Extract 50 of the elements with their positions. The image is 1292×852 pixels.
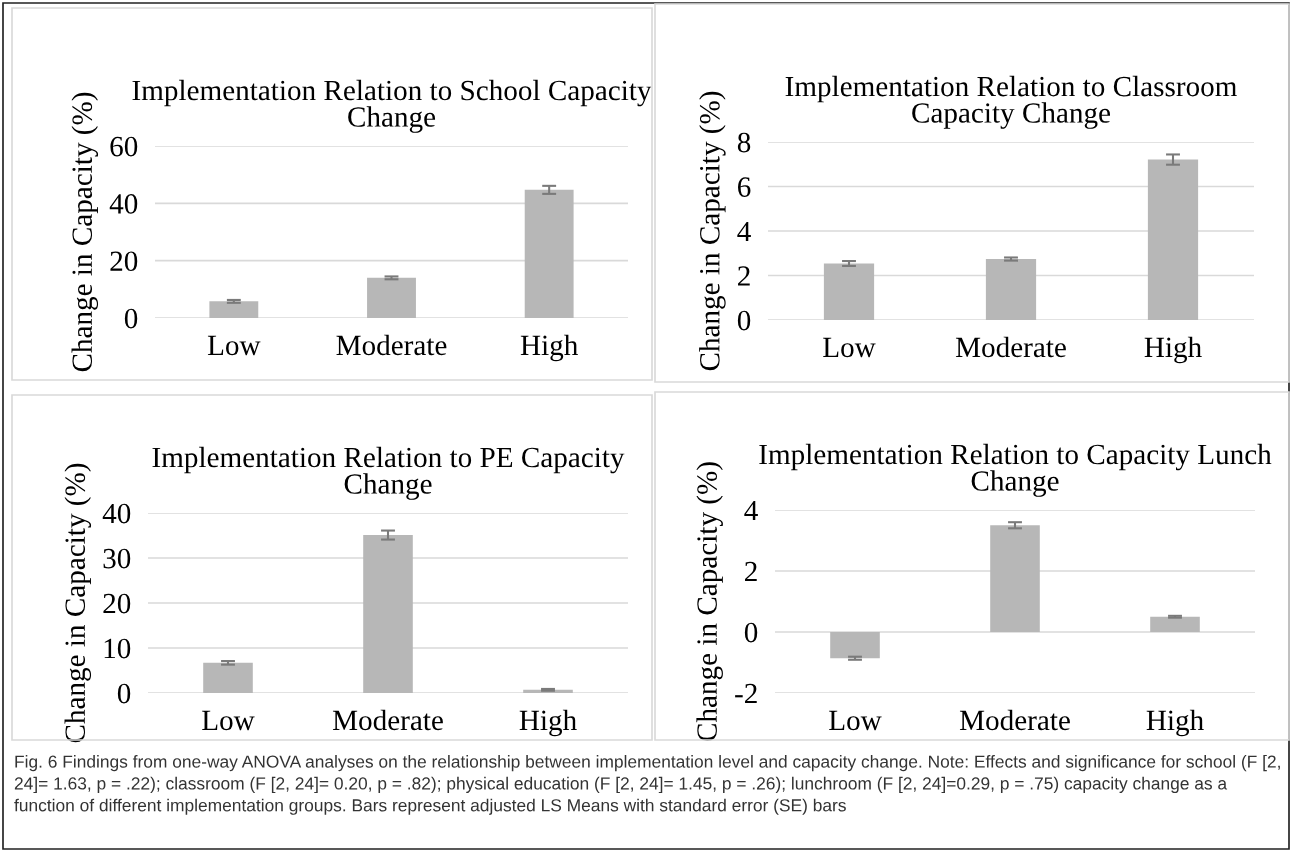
y-tick-label: 8 xyxy=(737,132,751,153)
y-tick-label: 10 xyxy=(104,638,131,659)
x-tick-label: Moderate xyxy=(959,709,1070,731)
chart-title: Implementation Relation to Capacity Lunch Change xyxy=(759,443,1272,497)
y-axis-title: Change in Capacity (%) xyxy=(699,91,726,371)
y-tick-label: -2 xyxy=(735,683,757,704)
x-tick-label: Moderate xyxy=(955,336,1066,358)
bar xyxy=(524,189,574,318)
y-tick-label: 2 xyxy=(738,266,750,286)
x-tick-label: High xyxy=(520,334,578,362)
chart-title: Implementation Relation to School Capacity Change xyxy=(132,79,652,133)
y-tick-label: 60 xyxy=(110,136,138,157)
y-tick-label: 20 xyxy=(103,593,131,614)
y-tick-label: 20 xyxy=(110,251,138,272)
y-tick-label: 40 xyxy=(109,194,138,214)
bar xyxy=(830,632,880,659)
y-axis-title: Change in Capacity (%) xyxy=(64,463,92,743)
bar xyxy=(823,263,875,320)
bar xyxy=(367,277,416,318)
bar xyxy=(990,525,1040,632)
x-tick-label: Low xyxy=(207,335,261,356)
chart-title: Implementation Relation to Classroom Capacity Change xyxy=(785,75,1237,129)
bar xyxy=(1150,616,1200,632)
x-tick-label: Low xyxy=(202,710,255,731)
bar xyxy=(1147,159,1199,320)
x-tick-label: High xyxy=(1146,709,1204,737)
y-tick-label: 2 xyxy=(745,561,757,582)
bar xyxy=(203,662,253,693)
y-tick-label: 40 xyxy=(102,503,131,524)
y-tick-label: 0 xyxy=(744,622,758,643)
bar xyxy=(985,259,1037,320)
x-tick-label: High xyxy=(519,709,577,737)
y-tick-label: 4 xyxy=(744,500,758,521)
x-tick-label: High xyxy=(1144,336,1202,364)
y-tick-label: 6 xyxy=(738,177,751,197)
x-tick-label: Low xyxy=(829,710,882,731)
y-axis-title: Change in Capacity (%) xyxy=(71,92,99,372)
y-tick-label: 0 xyxy=(737,310,751,331)
y-axis-title: Change in Capacity (%) xyxy=(696,462,723,741)
x-tick-label: Moderate xyxy=(336,334,447,356)
x-tick-label: Moderate xyxy=(332,709,443,731)
bar xyxy=(363,535,413,693)
x-tick-label: Low xyxy=(823,337,876,358)
chart-title: Implementation Relation to PE Capacity Change xyxy=(152,446,625,500)
bar xyxy=(209,301,259,318)
y-tick-label: 0 xyxy=(117,683,131,704)
y-tick-label: 4 xyxy=(737,221,751,242)
caption: Fig. 6 Findings from one-way ANOVA analyses on the relationship between implementation level and capacity change. Note: Effects and significance for school (F [2, 24]= 1.63, p = .22); classroom (F [2, 24]= 0.20, p = .82); physical education (F [2, 24]= 1.45, p = .26); lunchroom (F [2, 24]=0.29, p = .75) capacity change as a function of different implementation groups. Bars represent adjusted LS Means with standard error (SE) bars xyxy=(14,755,1280,815)
y-tick-label: 30 xyxy=(103,548,131,569)
y-tick-label: 0 xyxy=(124,308,138,329)
